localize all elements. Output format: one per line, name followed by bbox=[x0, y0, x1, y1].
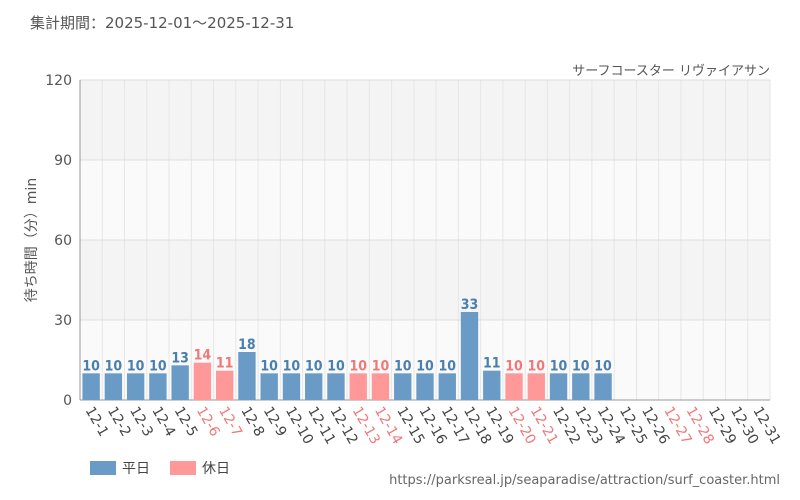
data-label-12-7: 11 bbox=[216, 356, 234, 372]
bar-12-13 bbox=[349, 373, 367, 400]
data-label-12-12: 10 bbox=[327, 358, 345, 374]
data-label-12-8: 18 bbox=[238, 337, 256, 353]
data-label-12-21: 10 bbox=[528, 358, 546, 374]
data-label-12-19: 11 bbox=[483, 356, 501, 372]
y-axis-label: 待ち時間（分）min bbox=[24, 178, 40, 302]
legend-swatch-holiday bbox=[170, 461, 196, 475]
period-label: 集計期間：2025-12-01～2025-12-31 bbox=[30, 14, 295, 32]
bar-12-20 bbox=[505, 373, 523, 400]
bar-12-9 bbox=[260, 373, 278, 400]
bar-12-10 bbox=[282, 373, 301, 400]
legend-item-weekday: 平日 bbox=[90, 458, 150, 478]
bar-12-18 bbox=[460, 312, 479, 400]
legend: 平日 休日 bbox=[90, 458, 230, 478]
data-label-12-22: 10 bbox=[550, 358, 568, 374]
data-label-12-2: 10 bbox=[105, 358, 123, 374]
y-tick-label: 120 bbox=[45, 73, 72, 89]
y-tick-label: 0 bbox=[63, 393, 72, 409]
bar-12-1 bbox=[82, 373, 100, 400]
data-label-12-18: 33 bbox=[461, 297, 479, 313]
bar-12-16 bbox=[416, 373, 434, 400]
plot-band bbox=[80, 80, 770, 160]
plot-band bbox=[80, 160, 770, 240]
bar-12-17 bbox=[438, 373, 456, 400]
bar-12-6 bbox=[193, 362, 212, 400]
data-label-12-10: 10 bbox=[283, 358, 301, 374]
plot-band bbox=[80, 240, 770, 320]
bar-12-11 bbox=[305, 373, 323, 400]
bar-12-24 bbox=[594, 373, 612, 400]
bar-12-12 bbox=[327, 373, 345, 400]
data-label-12-17: 10 bbox=[438, 358, 456, 374]
bar-12-5 bbox=[171, 365, 189, 400]
data-label-12-14: 10 bbox=[372, 358, 390, 374]
bar-12-4 bbox=[149, 373, 167, 400]
attraction-name: サーフコースター リヴァイアサン bbox=[572, 64, 770, 79]
source-url[interactable]: https://parksreal.jp/seaparadise/attract… bbox=[389, 473, 780, 488]
data-label-12-15: 10 bbox=[394, 358, 412, 374]
bar-12-19 bbox=[483, 370, 501, 400]
data-label-12-24: 10 bbox=[594, 358, 612, 374]
data-label-12-5: 13 bbox=[171, 350, 189, 366]
data-label-12-3: 10 bbox=[127, 358, 145, 374]
data-label-12-9: 10 bbox=[260, 358, 278, 374]
data-label-12-1: 10 bbox=[82, 358, 100, 374]
legend-swatch-weekday bbox=[90, 461, 116, 475]
legend-label-holiday: 休日 bbox=[202, 461, 230, 477]
legend-label-weekday: 平日 bbox=[122, 461, 150, 477]
bar-12-15 bbox=[394, 373, 412, 400]
bar-12-22 bbox=[549, 373, 568, 400]
bar-12-7 bbox=[215, 370, 234, 400]
bar-12-21 bbox=[527, 373, 545, 400]
data-label-12-6: 14 bbox=[194, 348, 212, 364]
bar-12-3 bbox=[126, 373, 145, 400]
legend-item-holiday: 休日 bbox=[170, 458, 230, 478]
data-label-12-16: 10 bbox=[416, 358, 434, 374]
data-label-12-23: 10 bbox=[572, 358, 590, 374]
bar-12-8 bbox=[238, 352, 256, 400]
y-tick-label: 60 bbox=[54, 233, 72, 249]
bar-12-2 bbox=[104, 373, 123, 400]
data-label-12-4: 10 bbox=[149, 358, 167, 374]
data-label-12-13: 10 bbox=[349, 358, 367, 374]
y-tick-label: 90 bbox=[54, 153, 72, 169]
bar-12-23 bbox=[572, 373, 590, 400]
data-label-12-11: 10 bbox=[305, 358, 323, 374]
y-tick-label: 30 bbox=[54, 313, 72, 329]
bar-12-14 bbox=[371, 373, 390, 400]
data-label-12-20: 10 bbox=[505, 358, 523, 374]
